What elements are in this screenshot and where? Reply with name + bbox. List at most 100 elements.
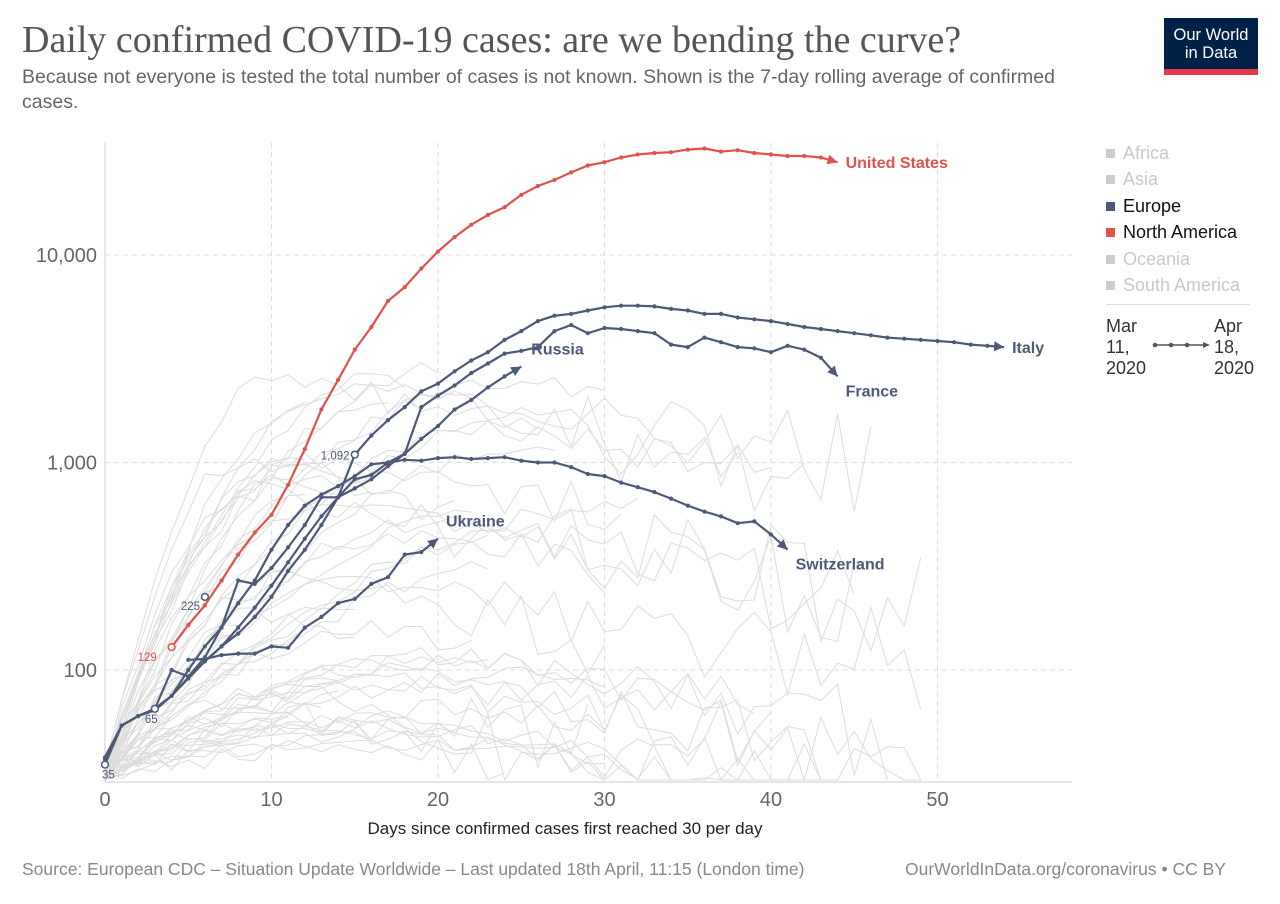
data-point-italy — [702, 311, 707, 316]
data-point-italy — [602, 305, 607, 310]
data-point-russia — [435, 423, 441, 429]
line-chart: 0 10 20 30 40 50 100 1,000 10,000 United States I… — [36, 143, 1072, 838]
data-point-france — [369, 472, 374, 478]
data-point-italy — [768, 319, 774, 324]
data-point-italy — [835, 329, 840, 334]
legend-item-europe[interactable]: Europe — [1106, 193, 1256, 220]
data-point-france — [735, 345, 740, 350]
data-point-france — [685, 345, 690, 350]
data-point-switzerland — [735, 521, 740, 526]
data-point-russia — [236, 625, 241, 630]
data-point-switzerland — [569, 465, 574, 470]
background-line — [104, 463, 372, 774]
series-label-switzerland: Switzerland — [796, 557, 885, 574]
data-point-united-states — [685, 147, 690, 152]
timeline-arrow-icon[interactable] — [1152, 342, 1212, 348]
data-point-france — [352, 477, 357, 482]
data-point-france — [519, 348, 524, 353]
series-label-france: France — [846, 383, 899, 400]
background-line — [104, 561, 489, 766]
series-label-russia: Russia — [531, 342, 584, 359]
data-point-italy — [802, 324, 807, 330]
data-point-france — [768, 350, 774, 355]
data-point-switzerland — [602, 474, 607, 479]
data-point-italy — [369, 433, 374, 438]
background-line — [104, 739, 605, 781]
data-point-united-states — [519, 192, 524, 197]
owid-logo[interactable]: Our World in Data — [1164, 18, 1258, 75]
data-point-russia — [336, 495, 341, 500]
data-point-italy — [402, 405, 407, 410]
series-arrow-italy — [993, 341, 1005, 352]
series-line-switzerland — [104, 456, 789, 758]
data-point-ukraine — [186, 657, 191, 662]
data-point-russia — [369, 477, 374, 482]
data-point-united-states — [652, 150, 657, 156]
data-point-united-states — [202, 603, 207, 608]
data-point-italy — [419, 389, 424, 394]
legend-item-africa[interactable]: Africa — [1106, 140, 1256, 167]
legend-item-oceania[interactable]: Oceania — [1106, 246, 1256, 273]
chart-grid — [105, 143, 1072, 782]
data-point-switzerland — [552, 460, 557, 465]
data-point-united-states — [619, 155, 624, 160]
data-point-united-states — [635, 152, 640, 157]
data-point-russia — [402, 451, 407, 456]
data-point-united-states — [585, 163, 590, 168]
annotation-label: 129 — [138, 652, 157, 664]
data-point-italy — [885, 335, 890, 340]
data-point-switzerland — [136, 713, 141, 719]
data-point-italy — [752, 317, 757, 322]
chart-series — [102, 146, 1005, 767]
data-point-italy — [718, 311, 724, 316]
data-point-united-states — [802, 153, 807, 159]
data-point-italy — [236, 631, 241, 636]
legend-item-north-america[interactable]: North America — [1106, 220, 1256, 247]
data-point-united-states — [385, 298, 391, 304]
data-point-united-states — [286, 482, 291, 487]
background-line — [104, 374, 739, 768]
background-line — [104, 534, 489, 776]
legend-divider — [1106, 304, 1250, 305]
data-point-united-states — [236, 552, 241, 557]
data-point-italy — [619, 303, 624, 308]
background-line — [104, 530, 605, 781]
data-point-italy — [652, 304, 657, 309]
legend-item-south-america[interactable]: South America — [1106, 273, 1256, 300]
legend-swatch — [1106, 228, 1115, 238]
data-point-ukraine — [352, 596, 357, 602]
site-link[interactable]: OurWorldInData.org/coronavirus • CC BY — [905, 859, 1226, 879]
y-tick-label: 1,000 — [47, 453, 97, 475]
data-point-united-states — [219, 578, 224, 583]
data-point-united-states — [186, 622, 191, 628]
background-line — [104, 655, 488, 781]
data-point-united-states — [319, 407, 324, 412]
chart-axes: 0 10 20 30 40 50 100 1,000 10,000 — [36, 143, 1072, 811]
background-line — [104, 685, 589, 780]
data-point-russia — [502, 374, 507, 379]
data-point-russia — [385, 464, 391, 469]
data-point-italy — [685, 308, 690, 313]
timeline-control[interactable]: Mar 11, 2020 Apr 18, 2020 — [1106, 316, 1266, 386]
data-point-switzerland — [286, 522, 291, 528]
series-arrow-ukraine — [427, 538, 438, 549]
data-point-united-states — [485, 212, 490, 217]
data-point-ukraine — [302, 625, 307, 630]
data-point-france — [602, 325, 607, 331]
data-point-france — [702, 335, 707, 340]
data-point-ukraine — [369, 581, 374, 587]
data-point-italy — [902, 336, 907, 341]
series-arrow-switzerland — [776, 539, 788, 550]
annotation-marker — [150, 704, 160, 713]
data-point-united-states — [768, 152, 774, 157]
data-point-switzerland — [186, 667, 191, 673]
timeline-end-day: 18, — [1214, 337, 1240, 357]
data-point-switzerland — [385, 460, 391, 465]
logo-line-2: in Data — [1184, 44, 1238, 62]
data-point-italy — [552, 313, 557, 318]
data-point-italy — [535, 319, 541, 324]
data-point-russia — [319, 514, 324, 519]
legend-item-asia[interactable]: Asia — [1106, 167, 1256, 194]
data-point-italy — [985, 343, 990, 348]
background-line — [104, 451, 622, 780]
